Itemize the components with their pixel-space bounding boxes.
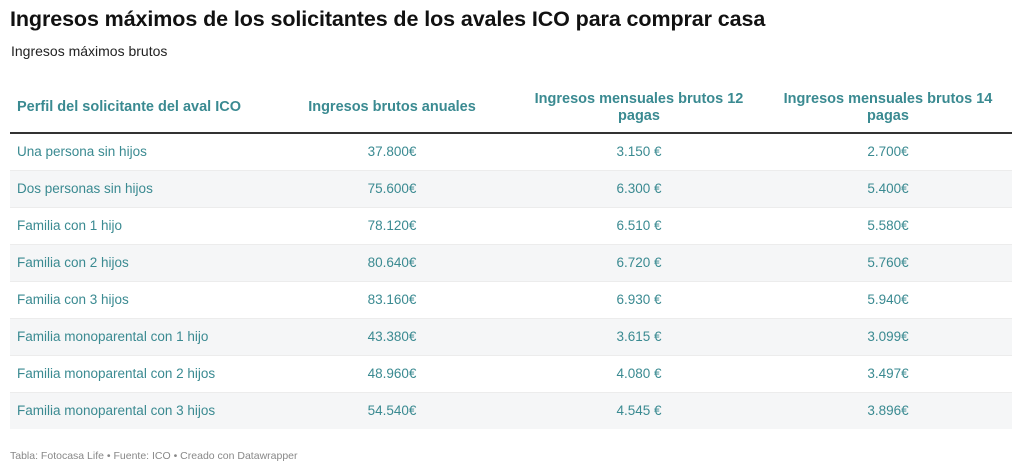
- profile-cell: Familia con 1 hijo: [10, 207, 270, 245]
- monthly-12-cell: 6.930 €: [514, 281, 764, 319]
- column-header-monthly-12[interactable]: Ingresos mensuales brutos 12 pagas: [514, 83, 764, 134]
- table-row: Familia monoparental con 2 hijos 48.960€ 4…: [10, 355, 1012, 393]
- profile-cell: Una persona sin hijos: [10, 133, 270, 171]
- profile-cell: Familia con 2 hijos: [10, 244, 270, 282]
- table-row: Una persona sin hijos 37.800€ 3.150 €2.700…: [10, 133, 1012, 171]
- monthly-14-cell: 5.400€: [764, 170, 1012, 208]
- profile-cell: Familia con 3 hijos: [10, 281, 270, 319]
- annual-income-cell: 78.120€: [270, 207, 514, 245]
- table-row: Familia monoparental con 3 hijos 54.540€ 4…: [10, 392, 1012, 429]
- monthly-14-cell: 5.940€: [764, 281, 1012, 319]
- annual-income-cell: 80.640€: [270, 244, 514, 282]
- income-table: Perfil del solicitante del aval ICO Ingr…: [10, 83, 1012, 429]
- table-row: Familia con 1 hijo 78.120€ 6.510 €5.580€: [10, 207, 1012, 245]
- monthly-12-cell: 4.545 €: [514, 392, 764, 429]
- annual-income-cell: 54.540€: [270, 392, 514, 429]
- monthly-14-cell: 2.700€: [764, 133, 1012, 171]
- page-subtitle: Ingresos máximos brutos: [11, 43, 168, 59]
- annual-income-cell: 48.960€: [270, 355, 514, 393]
- monthly-12-cell: 4.080 €: [514, 355, 764, 393]
- table-header: Perfil del solicitante del aval ICO Ingr…: [10, 83, 1012, 134]
- page-title: Ingresos máximos de los solicitantes de …: [10, 7, 766, 31]
- annual-income-cell: 43.380€: [270, 318, 514, 356]
- monthly-12-cell: 6.720 €: [514, 244, 764, 282]
- profile-cell: Dos personas sin hijos: [10, 170, 270, 208]
- monthly-14-cell: 5.580€: [764, 207, 1012, 245]
- annual-income-cell: 75.600€: [270, 170, 514, 208]
- monthly-14-cell: 3.099€: [764, 318, 1012, 356]
- table-header-row: Perfil del solicitante del aval ICO Ingr…: [10, 83, 1012, 134]
- monthly-12-cell: 3.150 €: [514, 133, 764, 171]
- table-row: Familia con 2 hijos 80.640€ 6.720 €5.760€: [10, 244, 1012, 282]
- monthly-14-cell: 3.497€: [764, 355, 1012, 393]
- profile-cell: Familia monoparental con 3 hijos: [10, 392, 270, 429]
- monthly-14-cell: 3.896€: [764, 392, 1012, 429]
- column-header-profile[interactable]: Perfil del solicitante del aval ICO: [10, 83, 270, 134]
- column-header-annual-income[interactable]: Ingresos brutos anuales: [270, 83, 514, 134]
- monthly-12-cell: 6.510 €: [514, 207, 764, 245]
- monthly-14-cell: 5.760€: [764, 244, 1012, 282]
- column-header-monthly-14[interactable]: Ingresos mensuales brutos 14 pagas: [764, 83, 1012, 134]
- monthly-12-cell: 6.300 €: [514, 170, 764, 208]
- source-footer: Tabla: Fotocasa Life • Fuente: ICO • Cre…: [10, 450, 298, 462]
- table-row: Familia monoparental con 1 hijo 43.380€ 3.…: [10, 318, 1012, 356]
- monthly-12-cell: 3.615 €: [514, 318, 764, 356]
- table-row: Familia con 3 hijos 83.160€ 6.930 €5.940€: [10, 281, 1012, 319]
- annual-income-cell: 37.800€: [270, 133, 514, 171]
- profile-cell: Familia monoparental con 1 hijo: [10, 318, 270, 356]
- table-body: Una persona sin hijos 37.800€ 3.150 €2.700…: [10, 133, 1012, 429]
- profile-cell: Familia monoparental con 2 hijos: [10, 355, 270, 393]
- annual-income-cell: 83.160€: [270, 281, 514, 319]
- table-row: Dos personas sin hijos 75.600€ 6.300 €5.40…: [10, 170, 1012, 208]
